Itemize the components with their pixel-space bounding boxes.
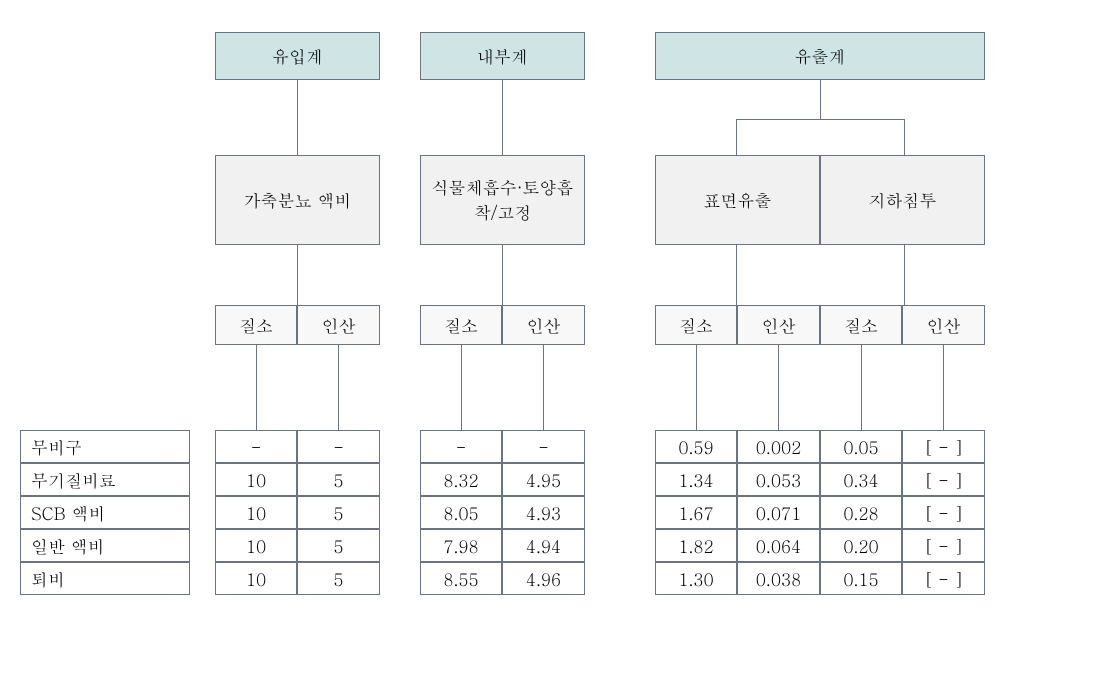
data-underground-2-p: [ - ] <box>902 496 985 529</box>
data-internal-0-n: - <box>420 430 502 463</box>
data-surface-4-n: 1.30 <box>655 562 737 595</box>
data-underground-1-p: [ - ] <box>902 463 985 496</box>
label-surface-n: 질소 <box>655 305 737 345</box>
data-surface-0-p: 0.002 <box>737 430 820 463</box>
data-internal-2-n: 8.05 <box>420 496 502 529</box>
data-underground-4-n: 0.15 <box>820 562 902 595</box>
label-underground-n: 질소 <box>820 305 902 345</box>
data-underground-3-p: [ - ] <box>902 529 985 562</box>
data-underground-2-n: 0.28 <box>820 496 902 529</box>
data-inflow-0-p: - <box>297 430 380 463</box>
header-inflow: 유입계 <box>215 32 380 80</box>
diagram-container: 유입계 내부계 유출계 가축분뇨 액비 식물체흡수·토양흡착/고정 표면유출 지… <box>20 20 1087 662</box>
label-underground-p: 인산 <box>902 305 985 345</box>
sub-outflow-surface: 표면유출 <box>655 155 820 245</box>
data-surface-3-n: 1.82 <box>655 529 737 562</box>
data-inflow-1-p: 5 <box>297 463 380 496</box>
data-inflow-1-n: 10 <box>215 463 297 496</box>
label-surface-p: 인산 <box>737 305 820 345</box>
row-label-4: 퇴비 <box>20 562 190 595</box>
label-inflow-n: 질소 <box>215 305 297 345</box>
data-inflow-0-n: - <box>215 430 297 463</box>
data-surface-2-n: 1.67 <box>655 496 737 529</box>
data-surface-1-n: 1.34 <box>655 463 737 496</box>
row-label-2: SCB 액비 <box>20 496 190 529</box>
data-surface-4-p: 0.038 <box>737 562 820 595</box>
data-surface-3-p: 0.064 <box>737 529 820 562</box>
data-underground-0-p: [ - ] <box>902 430 985 463</box>
data-internal-1-p: 4.95 <box>502 463 585 496</box>
data-surface-2-p: 0.071 <box>737 496 820 529</box>
data-inflow-3-n: 10 <box>215 529 297 562</box>
data-underground-3-n: 0.20 <box>820 529 902 562</box>
data-surface-1-p: 0.053 <box>737 463 820 496</box>
data-underground-1-n: 0.34 <box>820 463 902 496</box>
data-internal-0-p: - <box>502 430 585 463</box>
data-internal-3-n: 7.98 <box>420 529 502 562</box>
data-inflow-4-n: 10 <box>215 562 297 595</box>
row-label-3: 일반 액비 <box>20 529 190 562</box>
data-inflow-2-p: 5 <box>297 496 380 529</box>
row-label-1: 무기질비료 <box>20 463 190 496</box>
row-label-0: 무비구 <box>20 430 190 463</box>
label-internal-p: 인산 <box>502 305 585 345</box>
data-internal-1-n: 8.32 <box>420 463 502 496</box>
sub-inflow: 가축분뇨 액비 <box>215 155 380 245</box>
label-inflow-p: 인산 <box>297 305 380 345</box>
data-internal-2-p: 4.93 <box>502 496 585 529</box>
label-internal-n: 질소 <box>420 305 502 345</box>
data-internal-4-n: 8.55 <box>420 562 502 595</box>
header-outflow: 유출계 <box>655 32 985 80</box>
data-surface-0-n: 0.59 <box>655 430 737 463</box>
data-underground-0-n: 0.05 <box>820 430 902 463</box>
data-inflow-2-n: 10 <box>215 496 297 529</box>
sub-outflow-underground: 지하침투 <box>820 155 985 245</box>
sub-internal: 식물체흡수·토양흡착/고정 <box>420 155 585 245</box>
header-internal: 내부계 <box>420 32 585 80</box>
data-inflow-3-p: 5 <box>297 529 380 562</box>
data-underground-4-p: [ - ] <box>902 562 985 595</box>
data-internal-3-p: 4.94 <box>502 529 585 562</box>
data-internal-4-p: 4.96 <box>502 562 585 595</box>
data-inflow-4-p: 5 <box>297 562 380 595</box>
